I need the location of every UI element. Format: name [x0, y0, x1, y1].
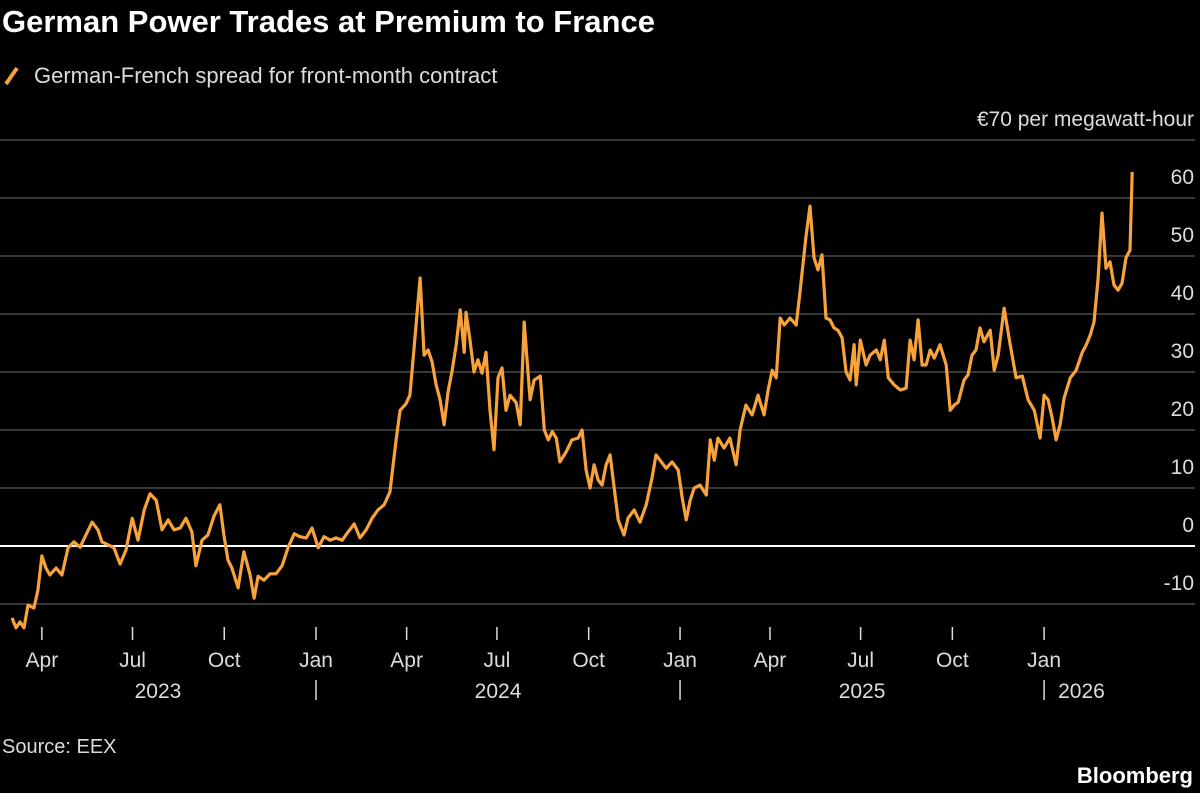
y-tick-label: 10	[1171, 456, 1194, 479]
legend-label: German-French spread for front-month con…	[34, 63, 497, 88]
year-label: 2024	[475, 680, 522, 703]
series-line	[10, 171, 1134, 630]
y-tick-label: 20	[1171, 398, 1194, 421]
y-tick-label: 40	[1171, 282, 1194, 305]
x-tick-label: Jul	[119, 649, 146, 672]
x-tick-label: Oct	[208, 649, 241, 672]
x-tick-label: Apr	[390, 649, 423, 672]
x-tick-label: Jan	[1027, 649, 1061, 672]
legend-marker	[4, 66, 19, 86]
chart-title: German Power Trades at Premium to France	[2, 4, 655, 39]
y-tick-label: 0	[1182, 514, 1194, 537]
year-label: 2023	[135, 680, 182, 703]
x-tick-label: Apr	[26, 649, 59, 672]
y-tick-label: 60	[1171, 166, 1194, 189]
x-tick-label: Jul	[484, 649, 511, 672]
x-tick-label: Oct	[936, 649, 969, 672]
y-tick-label: 30	[1171, 340, 1194, 363]
x-tick-label: Apr	[754, 649, 787, 672]
y-tick-label: -10	[1164, 572, 1194, 595]
x-tick-label: Jan	[299, 649, 333, 672]
source: Source: EEX	[2, 736, 117, 758]
x-tick-label: Jul	[847, 649, 874, 672]
year-label: 2026	[1058, 680, 1105, 703]
x-tick-label: Oct	[572, 649, 605, 672]
brand: Bloomberg	[1077, 763, 1193, 788]
x-tick-label: Jan	[663, 649, 697, 672]
year-label: 2025	[839, 680, 886, 703]
y-tick-label: €70 per megawatt-hour	[977, 108, 1194, 131]
y-tick-label: 50	[1171, 224, 1194, 247]
